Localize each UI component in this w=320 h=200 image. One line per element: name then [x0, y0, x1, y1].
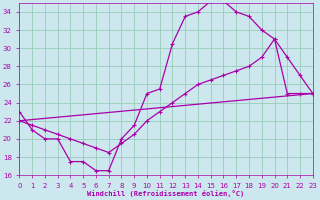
X-axis label: Windchill (Refroidissement éolien,°C): Windchill (Refroidissement éolien,°C)	[87, 190, 245, 197]
